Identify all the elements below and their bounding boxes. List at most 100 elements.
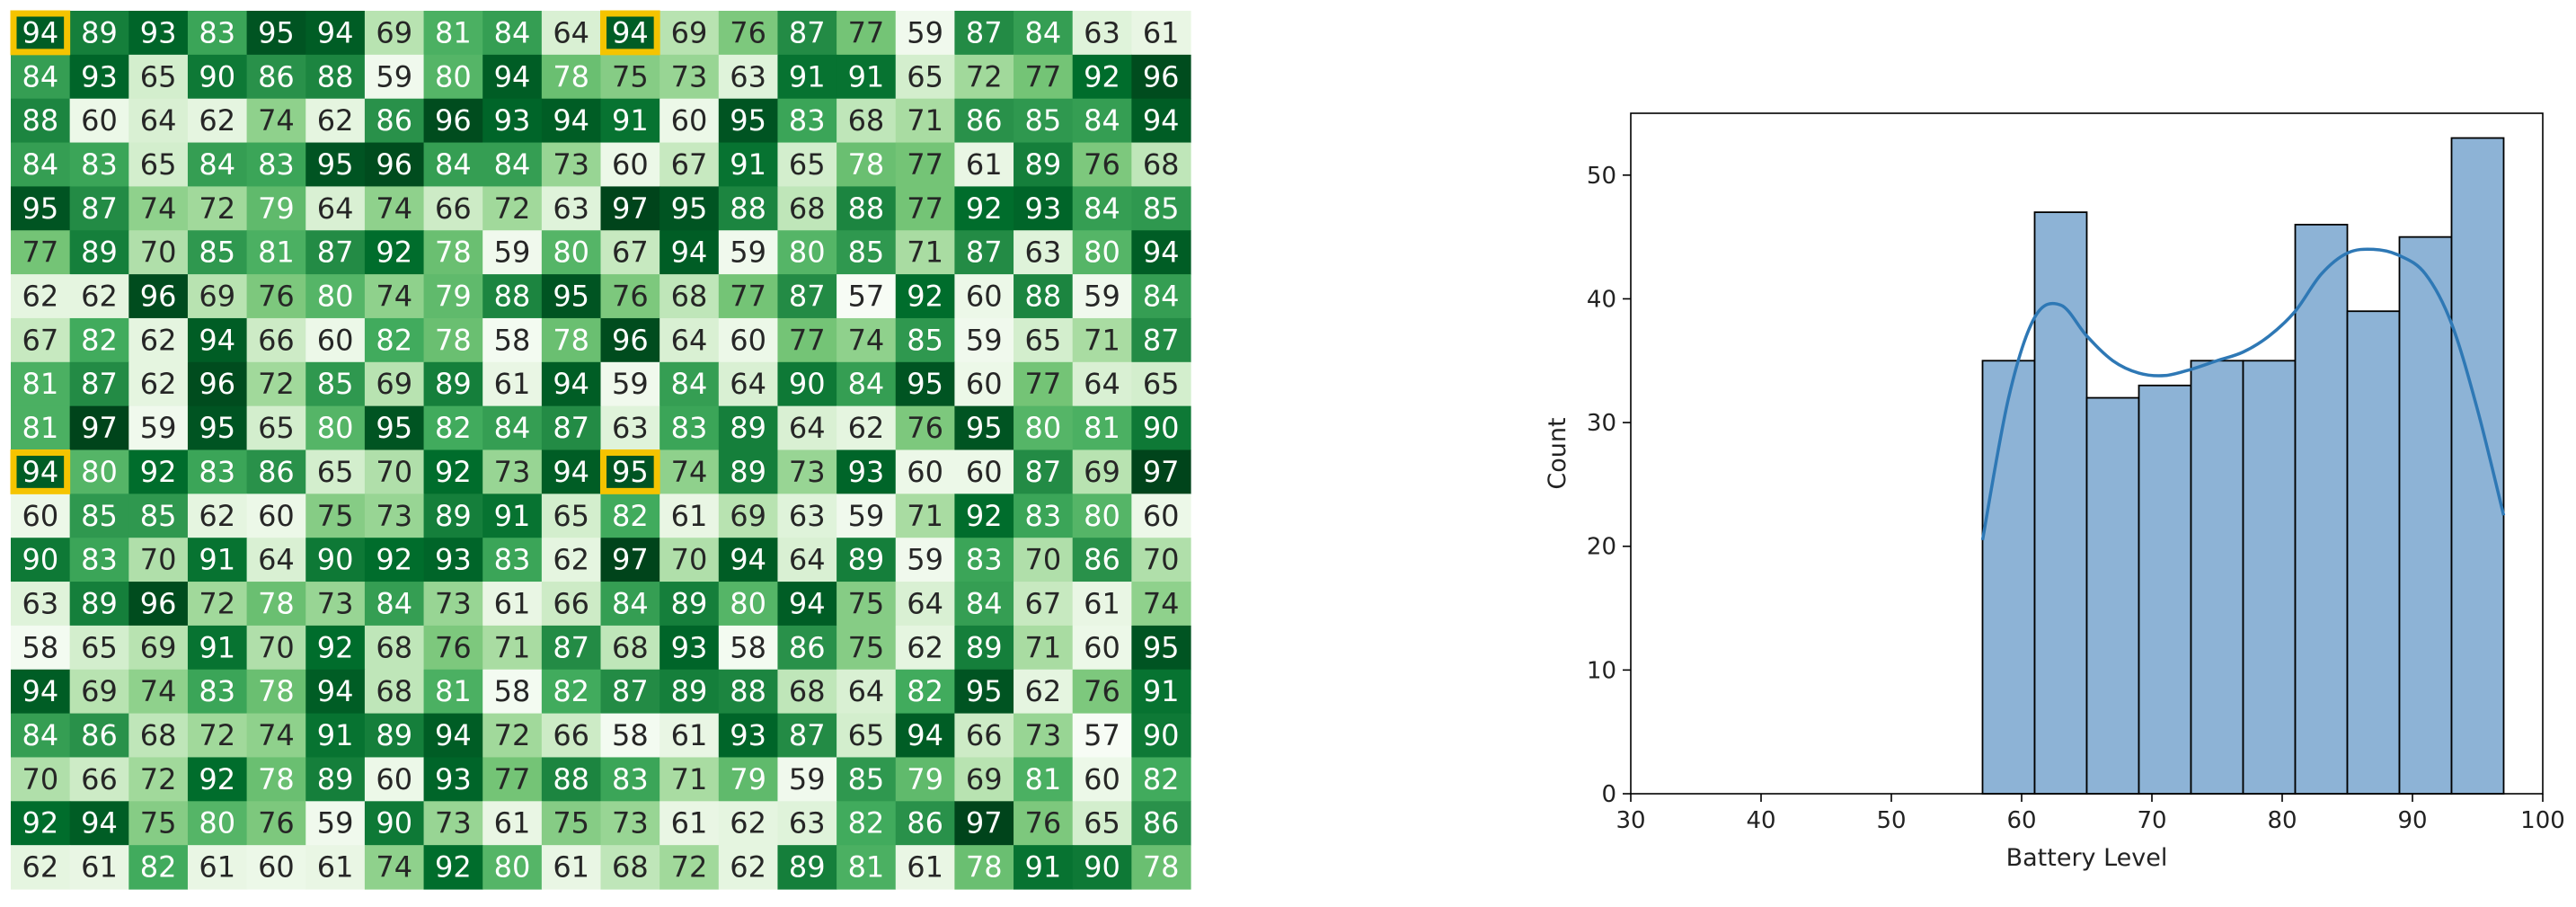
heatmap-cell-label: 62 — [199, 499, 235, 533]
heatmap-cell-label: 64 — [907, 586, 943, 620]
heatmap-cell-label: 62 — [730, 850, 766, 885]
heatmap-cell — [305, 538, 366, 582]
heatmap-cell-label: 92 — [376, 543, 412, 577]
heatmap-cell — [364, 625, 425, 671]
heatmap-cell-label: 78 — [966, 850, 1003, 885]
heatmap-cell — [718, 582, 779, 627]
heatmap-cell — [11, 449, 71, 494]
heatmap-cell — [1131, 11, 1191, 56]
heatmap-cell — [69, 142, 129, 187]
heatmap-cell — [305, 361, 366, 407]
heatmap-cell-label: 87 — [317, 236, 354, 270]
heatmap-cell — [837, 845, 897, 890]
heatmap-cell-label: 66 — [966, 718, 1003, 752]
heatmap-cell-label: 94 — [317, 674, 354, 708]
heatmap-cell-label: 94 — [22, 674, 58, 708]
heatmap-cell — [187, 845, 248, 890]
heatmap-cell — [128, 98, 189, 144]
heatmap-cell-label: 96 — [376, 147, 412, 182]
heatmap-cell-label: 61 — [553, 850, 589, 885]
heatmap-cell-label: 90 — [199, 59, 235, 93]
heatmap-cell-label: 65 — [140, 147, 177, 182]
heatmap-cell-label: 96 — [140, 586, 177, 620]
heatmap-cell — [305, 54, 366, 100]
heatmap-cell — [364, 142, 425, 187]
heatmap-cell — [11, 757, 71, 802]
heatmap-cell-label: 68 — [789, 191, 826, 226]
heatmap-cell-label: 85 — [1025, 103, 1062, 138]
heatmap-cell-label: 74 — [671, 455, 708, 489]
heatmap-cell — [1072, 186, 1132, 231]
heatmap-cell-label: 70 — [1025, 543, 1062, 577]
heatmap-cell — [541, 54, 602, 100]
heatmap-cell-label: 92 — [907, 280, 943, 314]
heatmap-cell-label: 61 — [671, 499, 708, 533]
heatmap-cell — [954, 54, 1014, 100]
heatmap-cell — [69, 230, 129, 275]
heatmap-cell-label: 85 — [81, 499, 118, 533]
heatmap-cell — [482, 845, 543, 890]
heatmap-cell — [305, 11, 366, 56]
heatmap-cell-label: 87 — [553, 630, 589, 664]
heatmap-cell-label: 65 — [81, 630, 118, 664]
heatmap-cell — [11, 54, 71, 100]
heatmap-cell-label: 95 — [199, 411, 235, 445]
heatmap-cell-label: 61 — [907, 850, 943, 885]
heatmap-cell — [600, 186, 660, 231]
heatmap-cell — [1131, 405, 1191, 451]
heatmap-cell — [246, 582, 306, 627]
heatmap-cell — [246, 494, 306, 538]
heatmap-cell-label: 91 — [730, 147, 766, 182]
heatmap-cell — [1072, 494, 1132, 538]
heatmap-cell — [482, 494, 543, 538]
heatmap-cell-label: 74 — [140, 191, 177, 226]
heatmap-cell — [423, 142, 483, 187]
heatmap-cell-label: 84 — [612, 586, 649, 620]
heatmap-cell-label: 66 — [258, 323, 295, 357]
heatmap-cell — [718, 845, 779, 890]
heatmap-cell-label: 95 — [258, 15, 295, 49]
heatmap-cell — [128, 230, 189, 275]
heatmap-cell-label: 75 — [553, 806, 589, 840]
heatmap-cell — [1072, 757, 1132, 802]
heatmap-cell — [1014, 142, 1074, 187]
heatmap-cell — [482, 98, 543, 144]
heatmap-cell — [305, 405, 366, 451]
heatmap-cell-label: 84 — [1084, 191, 1120, 226]
heatmap-cell-label: 81 — [1025, 762, 1062, 796]
heatmap-cell-label: 83 — [199, 15, 235, 49]
heatmap-cell — [1131, 230, 1191, 275]
heatmap-cell-label: 84 — [22, 59, 58, 93]
heatmap-cell — [777, 142, 837, 187]
heatmap-cell — [1131, 801, 1191, 846]
heatmap-cell-label: 77 — [494, 762, 531, 796]
heatmap-cell — [837, 230, 897, 275]
heatmap-cell — [895, 494, 955, 538]
heatmap-cell — [837, 405, 897, 451]
heatmap-cell — [954, 582, 1014, 627]
heatmap-cell — [541, 449, 602, 494]
heatmap-cell-label: 59 — [789, 762, 826, 796]
heatmap-cell-label: 76 — [730, 15, 766, 49]
heatmap-cell-label: 62 — [1025, 674, 1062, 708]
heatmap-cell-label: 78 — [258, 586, 295, 620]
histogram-bar — [1981, 360, 2036, 795]
heatmap-cell — [718, 801, 779, 846]
heatmap-cell-label: 81 — [435, 15, 472, 49]
heatmap-cell-label: 62 — [553, 543, 589, 577]
y-axis-label: Count — [1544, 417, 1571, 489]
heatmap-cell — [837, 317, 897, 363]
heatmap-cell-label: 61 — [966, 147, 1003, 182]
heatmap-cell-label: 84 — [966, 586, 1003, 620]
heatmap-cell — [1131, 713, 1191, 759]
heatmap-cell-label: 84 — [494, 147, 531, 182]
x-tick-label: 70 — [2137, 807, 2166, 834]
heatmap-cell — [837, 54, 897, 100]
heatmap-cell-label: 83 — [966, 543, 1003, 577]
heatmap-cell — [423, 405, 483, 451]
heatmap-cell — [659, 186, 720, 231]
heatmap-cell-label: 76 — [258, 806, 295, 840]
x-axis-label: Battery Level — [2006, 844, 2168, 872]
heatmap-cell — [954, 230, 1014, 275]
heatmap-cell — [364, 801, 425, 846]
